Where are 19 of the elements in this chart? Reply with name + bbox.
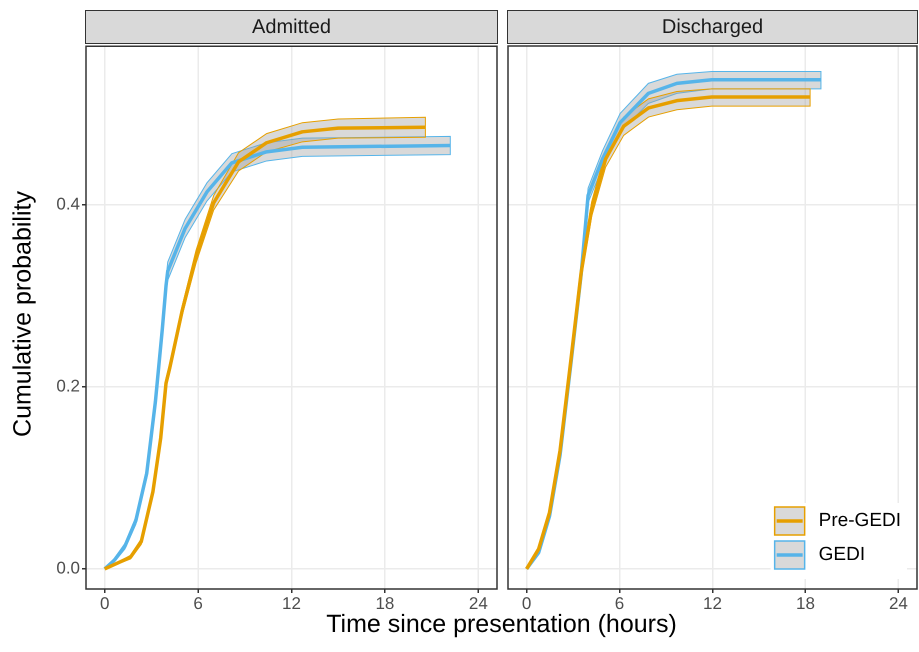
x-tick-label: 12: [703, 594, 722, 613]
x-tick-label: 0: [522, 594, 532, 613]
y-tick-label: 0.2: [56, 376, 80, 396]
x-tick-label: 18: [796, 594, 815, 613]
y-tick-label: 0.4: [56, 194, 80, 214]
chart-title: Discharged: [507, 10, 918, 44]
legend-label: GEDI: [818, 544, 866, 566]
x-tick-label: 24: [468, 594, 488, 613]
y-tick-label: 0.0: [56, 558, 80, 578]
y-axis-title: Cumulative probability: [8, 191, 38, 437]
x-tick-label: 6: [614, 594, 624, 613]
x-tick-label: 18: [375, 594, 394, 613]
x-tick-label: 0: [100, 594, 110, 613]
x-tick-label: 24: [888, 594, 908, 613]
chart-title: Admitted: [85, 10, 498, 44]
x-axis-title: Time since presentation (hours): [326, 610, 677, 638]
x-tick-label: 12: [282, 594, 301, 613]
x-tick-label: 6: [193, 594, 203, 613]
legend-label: Pre-GEDI: [818, 510, 902, 532]
